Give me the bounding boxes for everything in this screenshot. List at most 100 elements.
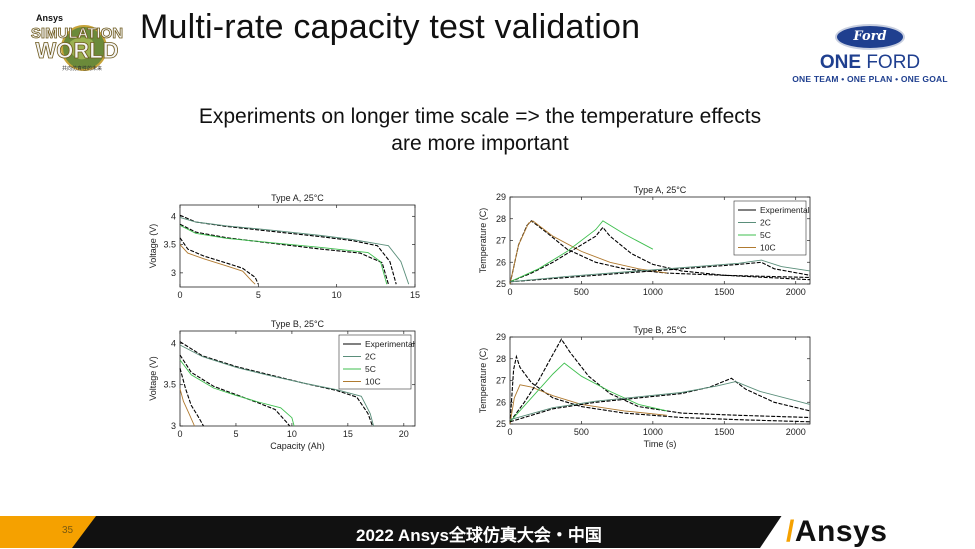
temp-b-xtick-label: 2000	[786, 427, 806, 437]
temp-b-ytick-label: 27	[496, 376, 506, 386]
one-word: ONE	[819, 52, 862, 73]
voltage-a-xtick-label: 0	[177, 290, 182, 300]
subtitle: Experiments on longer time scale => the …	[120, 103, 840, 157]
voltage-b-series-c2-1	[179, 344, 375, 427]
voltage-a-xtick-label: 10	[332, 290, 342, 300]
temp-a-legend-label-exp: Experimental	[760, 205, 810, 215]
ansys-logo: /Ansys	[786, 515, 887, 549]
voltage-b-xlabel: Capacity (Ah)	[270, 441, 325, 451]
voltage-a-xtick-label: 5	[256, 290, 261, 300]
voltage-a-xtick-label: 15	[410, 290, 420, 300]
voltage-b-series-c10-5	[179, 388, 195, 427]
voltage-a-plot-area	[179, 204, 416, 288]
temp-a-ytick-label: 27	[496, 236, 506, 246]
temp-a-xtick-label: 2000	[786, 287, 806, 297]
voltage-b-ytick-label: 3.5	[163, 380, 176, 390]
page-title: Multi-rate capacity test validation	[140, 8, 641, 46]
voltage-type-b-chart: 0 5 10 15 20 3 3.5 4 Type B, 25°C Voltage (V) Capa…	[148, 319, 416, 451]
event-logo-line1: SIMULATION	[31, 25, 123, 42]
voltage-b-xtick-label: 0	[177, 429, 182, 439]
temp-a-ytick-label: 28	[496, 214, 506, 224]
voltage-b-series-c5-3	[179, 359, 295, 427]
event-name: 2022 Ansys全球仿真大会・中国	[356, 526, 602, 545]
subtitle-line-2: are more important	[391, 132, 569, 155]
event-logo-tag: 共向仿真性的未来	[62, 65, 102, 72]
temp-b-title: Type B, 25°C	[633, 325, 687, 335]
voltage-b-xtick-label: 20	[399, 429, 409, 439]
voltage-b-ytick-label: 3	[171, 421, 176, 431]
temp-b-series-c5-3	[509, 362, 668, 423]
temp-a-series-c5-3	[509, 220, 654, 283]
voltage-b-xtick-label: 15	[343, 429, 353, 439]
page-number: 35	[62, 525, 74, 536]
temperature-type-b-chart: 0 500 1000 1500 2000 25 26 27 28 29 Type B, 25°C Te…	[478, 325, 811, 449]
temp-b-xlabel: Time (s)	[644, 439, 677, 449]
temp-b-xtick-label: 1500	[714, 427, 734, 437]
voltage-b-legend-label-exp: Experimental	[365, 339, 415, 349]
temp-a-legend-label-c5: 5C	[760, 230, 771, 240]
voltage-type-a-chart: 0 5 10 15 3 3.5 4 Type A, 25°C Voltage (V)	[148, 193, 420, 300]
voltage-b-series-exp-4	[179, 368, 204, 427]
temp-a-xtick-label: 0	[507, 287, 512, 297]
voltage-a-series-c5-3	[179, 224, 388, 285]
ford-oval-logo: Ford	[835, 24, 905, 50]
ansys-logo-mark-icon: /	[786, 515, 795, 548]
voltage-a-title: Type A, 25°C	[271, 193, 324, 203]
temp-b-xtick-label: 500	[574, 427, 589, 437]
temp-a-ytick-label: 26	[496, 257, 506, 267]
voltage-a-ylabel: Voltage (V)	[148, 224, 158, 269]
temp-b-series-exp-0	[509, 354, 811, 425]
voltage-b-ytick-label: 4	[171, 338, 176, 348]
temp-a-series-exp-0	[509, 220, 811, 285]
voltage-a-series-exp-2	[179, 223, 389, 285]
event-logo-line2: WORLD	[35, 38, 118, 63]
voltage-a-ytick-label: 3.5	[163, 240, 176, 250]
temp-a-ytick-label: 29	[496, 192, 506, 202]
temp-a-xtick-label: 1500	[714, 287, 734, 297]
temp-b-ytick-label: 29	[496, 332, 506, 342]
voltage-b-title: Type B, 25°C	[271, 319, 325, 329]
temp-a-title: Type A, 25°C	[634, 185, 687, 195]
simulation-world-logo: Ansys SIMULATION WORLD 共向仿真性的未来	[30, 13, 123, 72]
temp-a-legend-label-c2: 2C	[760, 218, 771, 228]
voltage-b-xtick-label: 5	[233, 429, 238, 439]
footer-bar: 35 2022 Ansys全球仿真大会・中国 /Ansys	[0, 515, 975, 549]
temp-a-series-c10-1	[509, 220, 668, 285]
event-logo-brand: Ansys	[36, 13, 63, 23]
voltage-b-series-exp-0	[179, 341, 374, 427]
temp-a-legend-label-c10: 10C	[760, 243, 776, 253]
temp-a-series-exp-4	[509, 261, 811, 283]
footer-logo-area	[760, 516, 975, 548]
temp-b-ylabel: Temperature (C)	[478, 348, 488, 414]
voltage-a-series-c2-1	[179, 216, 410, 285]
temp-a-ytick-label: 25	[496, 279, 506, 289]
voltage-b-xtick-label: 10	[287, 429, 297, 439]
voltage-a-ytick-label: 4	[171, 211, 176, 221]
temp-b-ytick-label: 26	[496, 397, 506, 407]
voltage-a-series-exp-4	[179, 237, 259, 285]
temp-a-xtick-label: 1000	[643, 287, 663, 297]
voltage-a-series-c10-5	[179, 244, 256, 285]
ansys-wordmark: Ansys	[794, 515, 888, 548]
ford-logo: Ford ONE FORD ONE TEAM • ONE PLAN • ONE …	[790, 24, 950, 84]
temp-b-ytick-label: 25	[496, 419, 506, 429]
temp-a-ylabel: Temperature (C)	[478, 208, 488, 274]
temp-b-series-exp-2	[509, 338, 811, 423]
temp-b-series-c10-1	[509, 384, 668, 425]
voltage-b-ylabel: Voltage (V)	[148, 356, 158, 401]
ford-tagline: ONE TEAM • ONE PLAN • ONE GOAL	[792, 74, 948, 84]
temp-a-series-c2-5	[509, 259, 811, 283]
ford-word: FORD	[866, 52, 921, 73]
voltage-b-legend-label-c5: 5C	[365, 364, 376, 374]
temp-b-xtick-label: 1000	[643, 427, 663, 437]
temp-a-xtick-label: 500	[574, 287, 589, 297]
temp-b-series-c2-5	[509, 381, 811, 421]
voltage-b-legend-label-c10: 10C	[365, 377, 381, 387]
voltage-b-legend-label-c2: 2C	[365, 352, 376, 362]
temp-b-ytick-label: 28	[496, 354, 506, 364]
temp-b-xtick-label: 0	[507, 427, 512, 437]
one-ford-wordmark: ONE FORD	[790, 52, 950, 74]
temperature-type-a-chart: 0 500 1000 1500 2000 25 26 27 28 29 Type A, 25°C Te…	[478, 185, 811, 297]
subtitle-line-1: Experiments on longer time scale => the …	[198, 105, 762, 128]
